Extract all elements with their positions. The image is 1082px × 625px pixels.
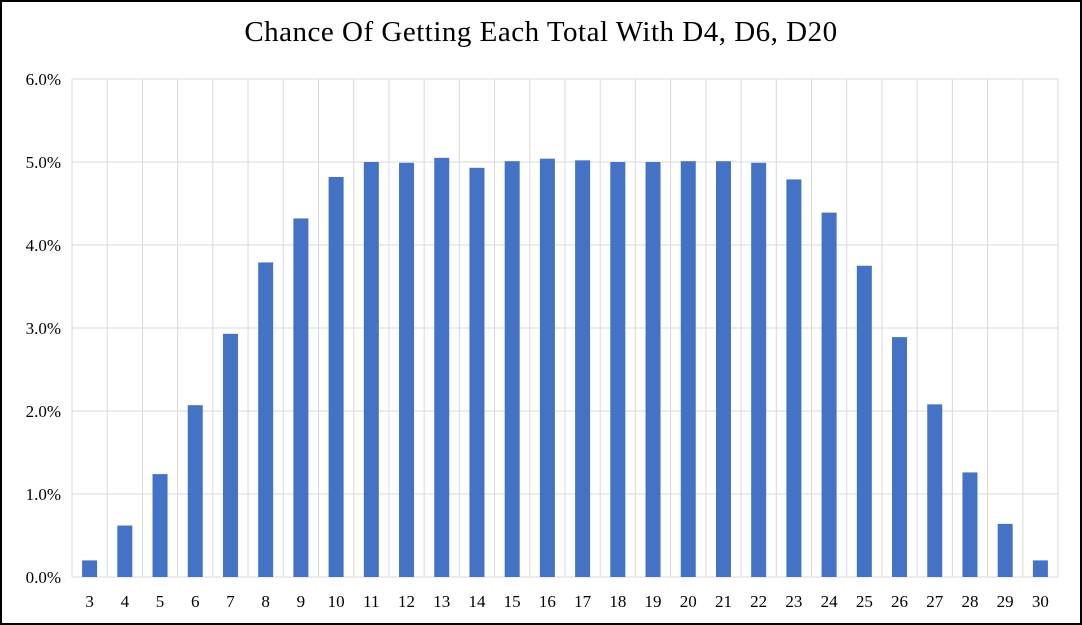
bar-18 <box>610 162 626 577</box>
y-tick-label: 3.0% <box>26 319 61 338</box>
x-tick-label: 21 <box>715 592 732 611</box>
bar-29 <box>997 523 1013 577</box>
bar-15 <box>504 161 520 578</box>
x-tick-label: 23 <box>785 592 802 611</box>
bar-28 <box>962 472 978 577</box>
x-tick-label: 9 <box>297 592 306 611</box>
bar-30 <box>1032 560 1048 577</box>
bar-14 <box>469 167 485 577</box>
bar-27 <box>927 404 943 577</box>
x-tick-label: 13 <box>433 592 450 611</box>
x-tick-label: 26 <box>891 592 908 611</box>
x-tick-label: 30 <box>1032 592 1049 611</box>
bar-4 <box>117 525 133 577</box>
bar-16 <box>539 158 555 577</box>
x-tick-label: 8 <box>261 592 270 611</box>
y-tick-label: 0.0% <box>26 568 61 587</box>
x-tick-label: 14 <box>468 592 486 611</box>
bar-7 <box>222 333 238 577</box>
x-tick-label: 27 <box>926 592 944 611</box>
bar-6 <box>187 405 203 577</box>
x-tick-label: 22 <box>750 592 767 611</box>
y-tick-label: 2.0% <box>26 402 61 421</box>
x-tick-label: 17 <box>574 592 592 611</box>
y-tick-label: 4.0% <box>26 236 61 255</box>
x-tick-label: 24 <box>821 592 839 611</box>
bar-10 <box>328 176 344 577</box>
bar-11 <box>363 162 379 577</box>
x-tick-label: 7 <box>226 592 235 611</box>
x-tick-label: 5 <box>156 592 165 611</box>
x-tick-label: 16 <box>539 592 556 611</box>
chart-title: Chance Of Getting Each Total With D4, D6… <box>244 16 838 48</box>
bar-25 <box>856 265 872 577</box>
x-tick-label: 25 <box>856 592 873 611</box>
bar-23 <box>786 179 802 577</box>
bar-22 <box>751 162 767 577</box>
x-tick-label: 28 <box>961 592 978 611</box>
x-axis-ticks: 3 4 5 6 7 8 9 10 11 12 13 14 15 16 17 18 19 20 21 22 23 24 25 2… <box>85 592 1049 611</box>
y-axis-ticks: 0.0% 1.0% 2.0% 3.0% 4.0% 5.0% 6.0% <box>26 70 61 587</box>
bar-13 <box>434 157 450 577</box>
x-tick-label: 3 <box>85 592 94 611</box>
bar-9 <box>293 218 309 577</box>
bar-19 <box>645 162 661 577</box>
bar-5 <box>152 474 168 577</box>
bar-8 <box>258 262 274 577</box>
bar-3 <box>82 560 98 577</box>
x-tick-label: 11 <box>363 592 379 611</box>
bar-24 <box>821 212 837 577</box>
x-tick-label: 19 <box>645 592 662 611</box>
x-tick-label: 20 <box>680 592 697 611</box>
bar-17 <box>575 160 591 577</box>
y-tick-label: 6.0% <box>26 70 61 89</box>
x-tick-label: 12 <box>398 592 415 611</box>
bar-20 <box>680 161 696 578</box>
x-tick-label: 18 <box>609 592 626 611</box>
bar-12 <box>399 162 415 577</box>
bar-26 <box>892 337 908 577</box>
x-tick-label: 10 <box>328 592 345 611</box>
gridlines <box>71 78 1059 578</box>
x-tick-label: 4 <box>121 592 130 611</box>
x-tick-label: 6 <box>191 592 200 611</box>
bars <box>82 157 1048 578</box>
y-tick-label: 5.0% <box>26 153 61 172</box>
x-tick-label: 29 <box>997 592 1014 611</box>
x-tick-label: 15 <box>504 592 521 611</box>
bar-21 <box>715 161 731 578</box>
y-tick-label: 1.0% <box>26 485 61 504</box>
